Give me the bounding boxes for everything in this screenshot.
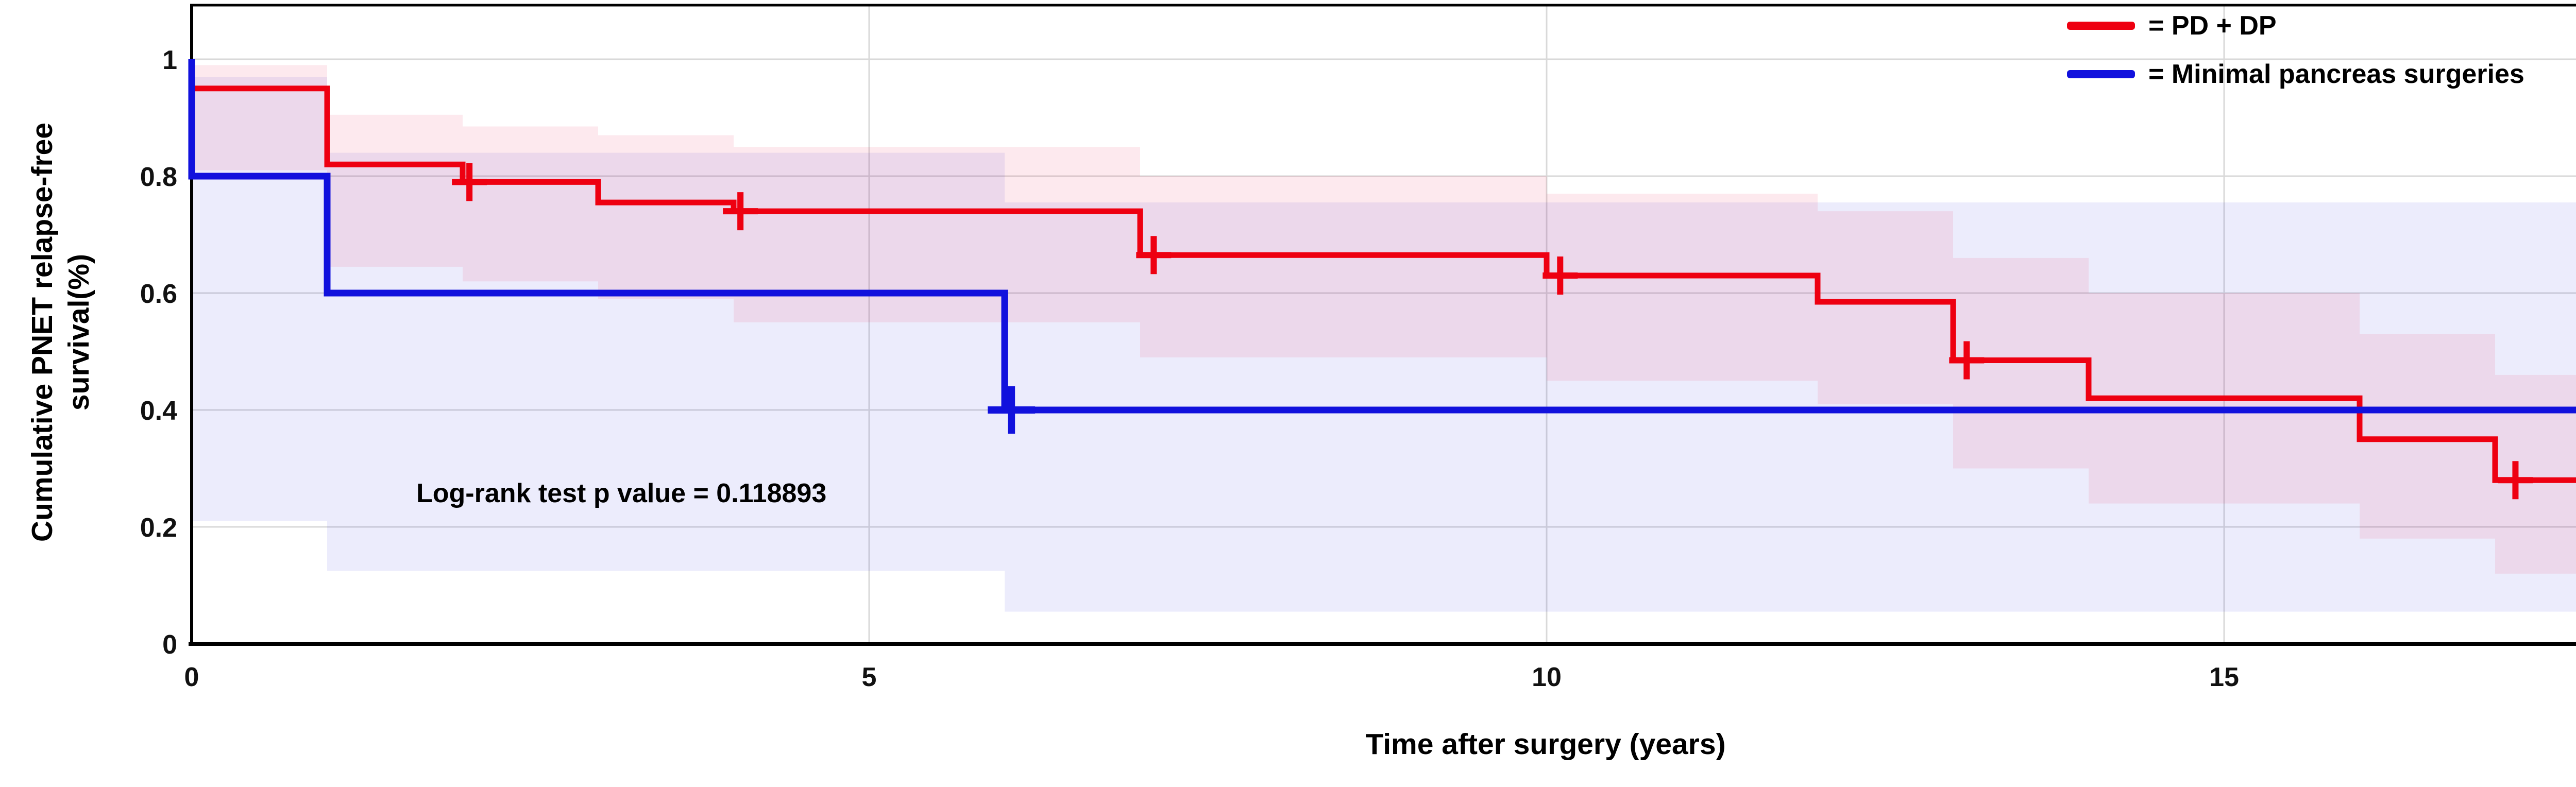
x-tick-label: 10 (1532, 662, 1562, 692)
red-censor-mark (723, 192, 758, 231)
x-axis-title: Time after surgery (years) (1365, 728, 1726, 761)
x-tick-label: 0 (184, 662, 199, 692)
red-censor-mark (452, 163, 487, 201)
legend-label-minimal-surgeries: = Minimal pancreas surgeries (2148, 59, 2524, 89)
red-ci-band (2360, 334, 2495, 539)
red-survival-curve (189, 59, 2576, 483)
x-tick-label: 5 (862, 662, 877, 692)
y-tick-label: 0.2 (140, 513, 177, 543)
red-line-swatch (2067, 22, 2135, 30)
x-tick-label: 15 (2209, 662, 2239, 692)
red-ci-band (2495, 374, 2576, 574)
red-censor-mark (1543, 256, 1578, 295)
red-ci-band (1140, 176, 1547, 357)
y-axis-title: Cumulative PNET relapse-free survival(%) (24, 0, 98, 677)
red-censor-mark (2498, 461, 2533, 500)
y-axis-title-line2: survival(%) (62, 253, 95, 411)
red-ci-band (463, 126, 598, 282)
legend-item-pd-dp: = PD + DP (2067, 10, 2524, 41)
blue-line-swatch (2067, 70, 2135, 78)
y-tick-label: 0.4 (140, 396, 177, 426)
y-tick-label: 0 (162, 630, 177, 660)
red-censor-mark (1949, 341, 1985, 380)
red-ci-band (1547, 194, 1818, 381)
red-ci-band (1818, 211, 1953, 404)
y-tick-label: 0.6 (140, 279, 177, 309)
y-tick-label: 0.8 (140, 162, 177, 192)
legend: = PD + DP = Minimal pancreas surgeries (2067, 10, 2524, 90)
y-tick-label: 1 (162, 45, 177, 75)
legend-item-minimal-surgeries: = Minimal pancreas surgeries (2067, 59, 2524, 90)
red-ci-band (327, 114, 463, 267)
y-axis-title-line1: Cumulative PNET relapse-free (25, 122, 59, 542)
red-ci-band (598, 135, 734, 299)
blue-ci-band (192, 77, 327, 521)
blue-ci-band (327, 152, 1005, 571)
blue-censor-mark (988, 386, 1036, 434)
legend-label-pd-dp: = PD + DP (2148, 11, 2277, 41)
red-ci-band (192, 65, 327, 170)
red-censor-mark (1136, 236, 1172, 275)
logrank-pvalue-annotation: Log-rank test p value = 0.118893 (416, 478, 827, 508)
